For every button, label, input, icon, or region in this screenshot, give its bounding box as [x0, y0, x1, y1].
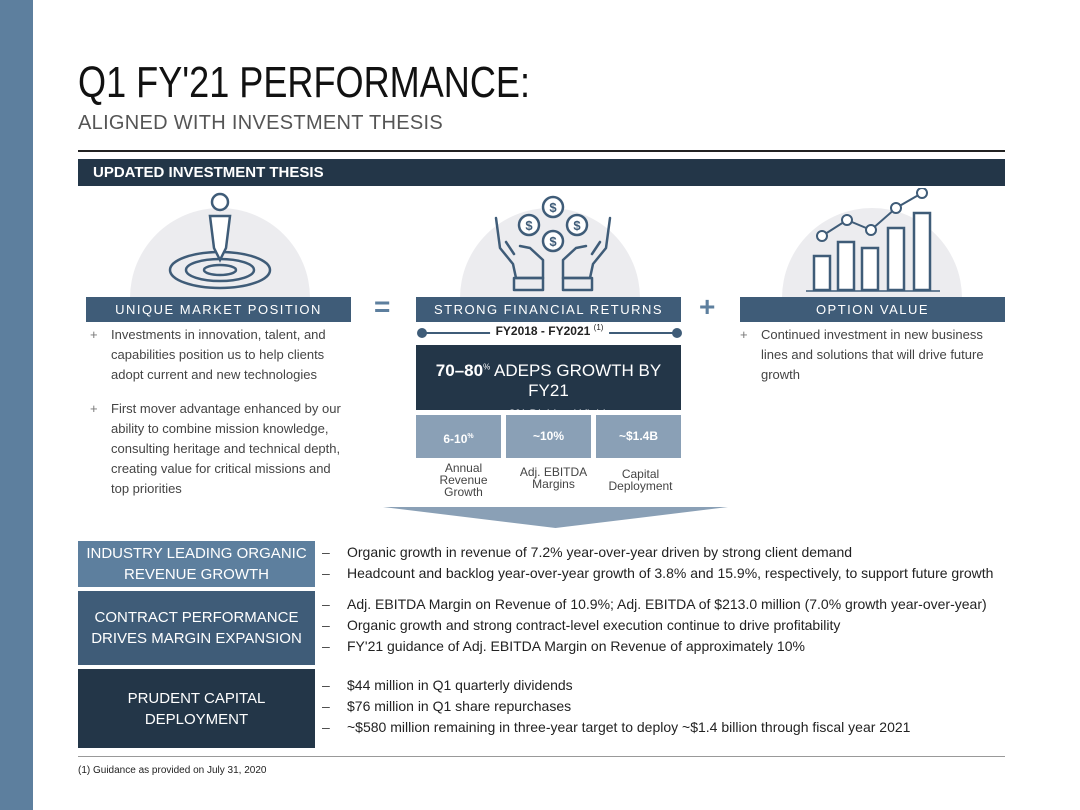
equals-sign: = — [374, 291, 391, 322]
period-label: FY2018 - FY2021 (1) — [489, 323, 610, 338]
plus-marker: + — [90, 401, 98, 416]
footer-divider — [78, 756, 1005, 757]
row-heading-contract-performance: CONTRACT PERFORMANCE DRIVES MARGIN EXPAN… — [78, 591, 315, 665]
timeline-start-dot — [417, 328, 427, 338]
bar-line-chart-icon — [782, 188, 962, 298]
footnote-marker: (1) — [593, 323, 604, 332]
row-items-contract-performance: – Adj. EBITDA Margin on Revenue of 10.9%;… — [322, 594, 987, 657]
adeps-text: ADEPS GROWTH BY FY21 — [494, 361, 662, 400]
list-item: – $76 million in Q1 share repurchases — [322, 698, 572, 714]
metric-ebitda-margins: ~10% — [506, 415, 591, 458]
list-item: – Organic growth in revenue of 7.2% year-… — [322, 544, 853, 560]
bullet-item: + Investments in innovation, talent, and … — [90, 327, 326, 382]
list-item: – Headcount and backlog year-over-year gr… — [322, 565, 994, 581]
row-heading-capital-deployment: PRUDENT CAPITAL DEPLOYMENT — [78, 669, 315, 748]
svg-text:$: $ — [549, 200, 557, 215]
plus-marker: + — [740, 327, 748, 342]
plus-marker: + — [90, 327, 98, 342]
plus-sign: + — [699, 291, 716, 322]
metric-label-capital: Capital Deployment — [608, 467, 673, 493]
title-divider — [78, 150, 1005, 152]
metric-label-revenue: Annual Revenue Growth — [439, 461, 488, 499]
row-heading-organic-growth: INDUSTRY LEADING ORGANIC REVENUE GROWTH — [78, 541, 315, 587]
adeps-value: 70–80 — [435, 361, 484, 380]
row-items-organic-growth: – Organic growth in revenue of 7.2% year-… — [322, 542, 993, 584]
hands-with-coins-icon: $ $ $ $ — [460, 195, 640, 298]
option-value-label: OPTION VALUE — [740, 297, 1005, 322]
down-chevron-shape — [383, 507, 728, 528]
unique-market-position-label: UNIQUE MARKET POSITION — [86, 297, 351, 322]
left-accent-bar — [0, 0, 33, 810]
strong-financial-returns-label: STRONG FINANCIAL RETURNS — [416, 297, 681, 322]
list-item: – Organic growth and strong contract-leve… — [322, 617, 841, 633]
list-item: – $44 million in Q1 quarterly dividends — [322, 677, 573, 693]
metric-capital-deployment: ~$1.4B — [596, 415, 681, 458]
right-bullets: + Continued investment in new business li… — [736, 325, 996, 399]
page-subtitle: ALIGNED WITH INVESTMENT THESIS — [78, 112, 443, 134]
period-timeline: FY2018 - FY2021 (1) — [417, 323, 682, 343]
bullet-item: + Continued investment in new business li… — [740, 327, 984, 382]
metric-revenue-growth: 6-10% — [416, 415, 501, 458]
section-banner: UPDATED INVESTMENT THESIS — [78, 159, 1005, 186]
person-on-target-icon — [130, 192, 310, 298]
svg-text:$: $ — [573, 218, 581, 233]
svg-text:$: $ — [525, 218, 533, 233]
adeps-growth-box: 70–80% ADEPS GROWTH BY FY21 + ~2% Divide… — [416, 345, 681, 421]
svg-text:$: $ — [549, 234, 557, 249]
row-items-capital-deployment: – $44 million in Q1 quarterly dividends –… — [322, 675, 910, 738]
list-item: – Adj. EBITDA Margin on Revenue of 10.9%;… — [322, 596, 987, 612]
metric-label-ebitda: Adj. EBITDA Margins — [519, 465, 588, 491]
bullet-item: + First mover advantage enhanced by our a… — [90, 401, 341, 496]
list-item: – ~$580 million remaining in three-year t… — [322, 719, 911, 735]
list-item: – FY'21 guidance of Adj. EBITDA Margin on… — [322, 638, 805, 654]
timeline-end-dot — [672, 328, 682, 338]
page-title: Q1 FY'21 PERFORMANCE: — [78, 58, 530, 107]
footnote: (1) Guidance as provided on July 31, 202… — [78, 765, 267, 776]
left-bullets: + Investments in innovation, talent, and … — [86, 325, 346, 513]
